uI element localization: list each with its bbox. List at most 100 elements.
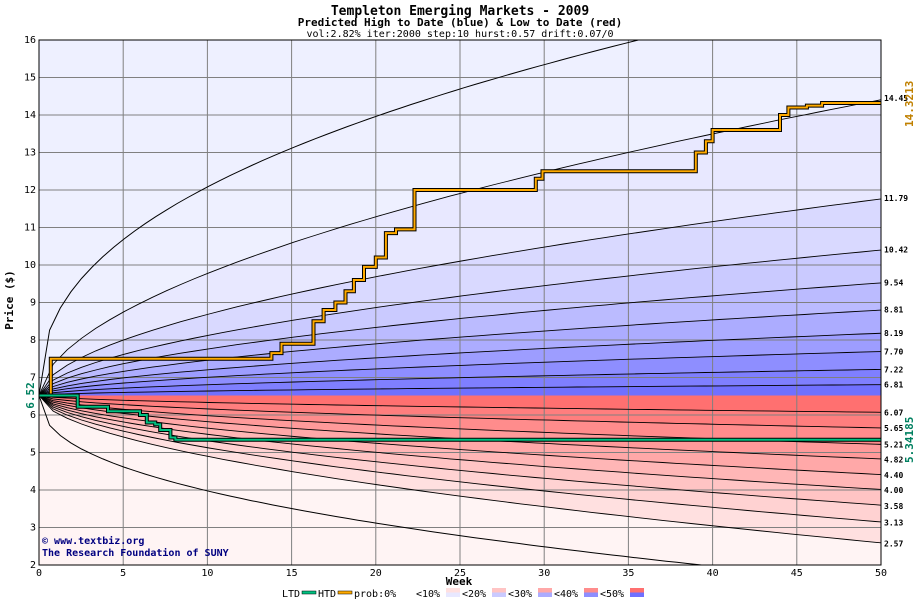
x-tick-label: 50 xyxy=(875,568,887,579)
legend-swatch-low xyxy=(492,588,506,593)
y-axis-label: Price ($) xyxy=(3,270,16,330)
x-tick-label: 30 xyxy=(538,568,550,579)
x-tick-label: 15 xyxy=(286,568,298,579)
chart-subtitle: Predicted High to Date (blue) & Low to D… xyxy=(298,16,623,29)
x-tick-label: 10 xyxy=(201,568,213,579)
low-band-label: 6.07 xyxy=(884,408,903,417)
start-price-label: 6.52 xyxy=(24,382,37,409)
chart-title: Templeton Emerging Markets - 2009 xyxy=(331,4,589,19)
y-tick-label: 16 xyxy=(24,35,36,46)
low-band-fill xyxy=(39,395,881,490)
high-band-label: 8.19 xyxy=(884,329,903,338)
high-band-label: 14.45 xyxy=(884,94,908,103)
high-band-line xyxy=(39,368,881,396)
legend-htd-swatch xyxy=(337,590,353,595)
legend-swatch-high xyxy=(538,592,552,597)
y-tick-label: 6 xyxy=(30,410,36,421)
y-tick-label: 13 xyxy=(24,148,36,159)
low-band-label: 5.65 xyxy=(884,424,903,433)
low-band-line xyxy=(39,395,881,413)
high-band-line xyxy=(39,249,881,396)
legend-swatch-low xyxy=(584,588,598,593)
legend-prob-label: prob:0% xyxy=(354,589,396,600)
low-band-fill xyxy=(39,395,881,506)
low-band-label: 4.40 xyxy=(884,471,903,480)
y-tick-label: 2 xyxy=(30,560,36,571)
axes: 0 5 10 15 20 25 30 35 40 45 5023456789101112131415… xyxy=(24,35,887,579)
credit-site: © www.textbiz.org xyxy=(42,535,144,547)
legend-ltd-label: LTD xyxy=(282,589,300,600)
y-tick-label: 8 xyxy=(30,335,36,346)
legend-ltd-swatch xyxy=(301,590,317,595)
legend-swatch-high xyxy=(446,592,460,597)
legend: LTD HTD prob:0% <10% <20% <30% <40% <50% xyxy=(282,588,644,600)
low-band-fill xyxy=(39,395,881,543)
high-band-line xyxy=(39,198,881,396)
y-tick-label: 15 xyxy=(24,73,36,84)
y-tick-label: 3 xyxy=(30,523,36,534)
high-band-fill xyxy=(39,250,881,396)
low-band-fill xyxy=(39,395,881,475)
low-band-label: 5.21 xyxy=(884,441,903,450)
low-band-fill xyxy=(39,395,881,459)
y-tick-label: 10 xyxy=(24,260,36,271)
high-band-line xyxy=(39,282,881,396)
x-tick-label: 0 xyxy=(36,568,42,579)
legend-swatch-low xyxy=(630,588,644,593)
high-band-label: 7.22 xyxy=(884,365,903,374)
low-band-line xyxy=(39,395,881,490)
high-band-label: 6.81 xyxy=(884,381,903,390)
high-band-label: 10.42 xyxy=(884,245,908,254)
high-band-line xyxy=(39,99,881,396)
high-band-label: 9.54 xyxy=(884,278,903,287)
y-tick-label: 5 xyxy=(30,448,36,459)
x-tick-label: 35 xyxy=(622,568,634,579)
legend-swatch-0 xyxy=(400,588,414,597)
high-band-label: 11.79 xyxy=(884,194,908,203)
series xyxy=(39,40,881,565)
legend-htd-label: HTD xyxy=(318,589,336,600)
x-tick-label: 40 xyxy=(707,568,719,579)
y-tick-label: 7 xyxy=(30,373,36,384)
high-band-label: 7.70 xyxy=(884,347,903,356)
plot-frame xyxy=(38,39,882,566)
high-band-label: 8.81 xyxy=(884,306,903,315)
high-band-line xyxy=(39,332,881,396)
legend-bin-label: <30% xyxy=(508,589,532,600)
high-band-fill xyxy=(39,282,881,396)
low-band-label: 4.82 xyxy=(884,455,903,464)
high-band-line xyxy=(39,309,881,396)
low-band-label: 2.57 xyxy=(884,540,903,549)
legend-swatch-high xyxy=(584,592,598,597)
y-tick-label: 4 xyxy=(30,485,36,496)
x-tick-label: 20 xyxy=(370,568,382,579)
high-extreme-line xyxy=(39,40,641,396)
y-tick-label: 11 xyxy=(24,223,36,234)
low-band-line xyxy=(39,395,881,544)
low-band-label: 3.13 xyxy=(884,519,903,528)
x-axis-label: Week xyxy=(446,575,473,588)
low-extreme-line xyxy=(39,395,707,565)
legend-swatch-low xyxy=(446,588,460,593)
y-tick-label: 14 xyxy=(24,110,36,121)
low-band-label: 4.00 xyxy=(884,486,903,495)
low-band-line xyxy=(39,395,881,523)
high-band-fill xyxy=(39,198,881,396)
high-band-line xyxy=(39,351,881,396)
low-band-line xyxy=(39,395,881,506)
legend-bin-label: <20% xyxy=(462,589,486,600)
htd-series-line xyxy=(39,102,881,397)
y-tick-label: 12 xyxy=(24,185,36,196)
x-tick-label: 25 xyxy=(454,568,466,579)
low-band-line xyxy=(39,395,881,476)
x-tick-label: 5 xyxy=(120,568,126,579)
legend-swatch-high xyxy=(630,592,644,597)
legend-bin-label: <10% xyxy=(416,589,440,600)
low-band-line xyxy=(39,395,881,429)
legend-bin-label: <40% xyxy=(554,589,578,600)
legend-bin-label: <50% xyxy=(600,589,624,600)
legend-swatch-low xyxy=(538,588,552,593)
high-band-line xyxy=(39,384,881,396)
x-tick-label: 45 xyxy=(791,568,803,579)
